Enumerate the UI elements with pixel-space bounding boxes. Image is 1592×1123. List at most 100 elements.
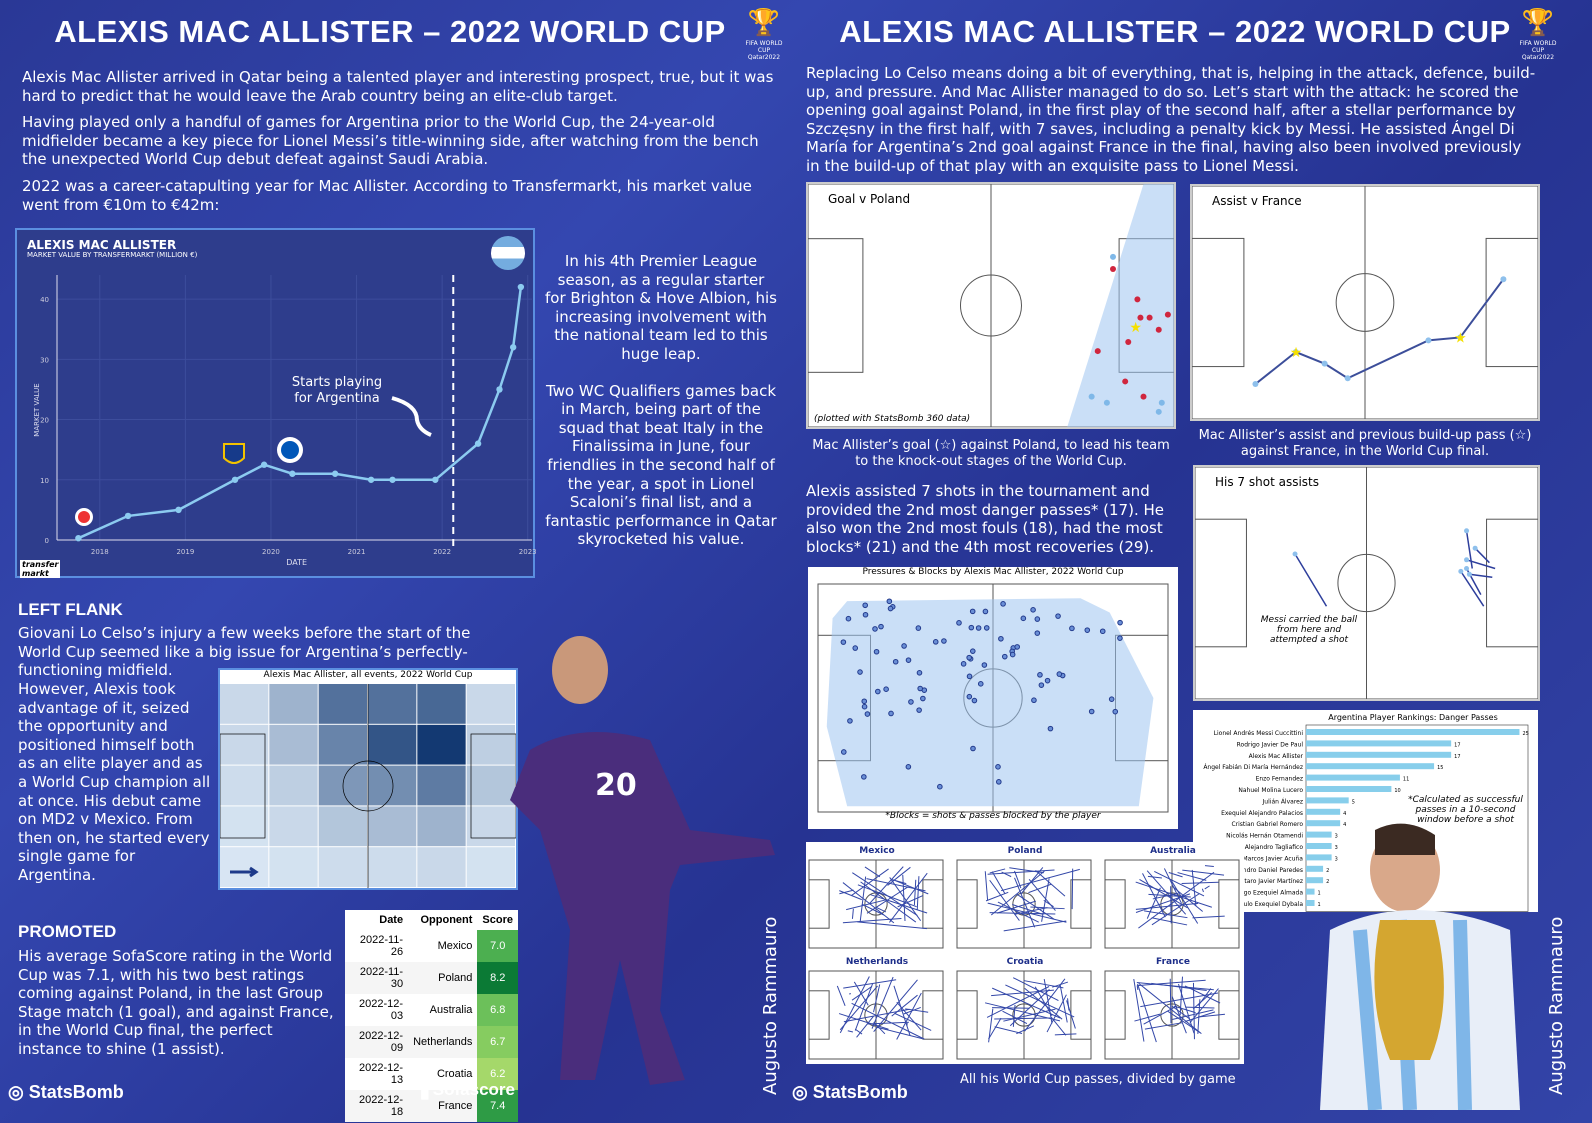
pass-arrow — [866, 886, 909, 914]
heatmap-title: Alexis Mac Allister, all events, 2022 Wo… — [263, 670, 473, 680]
heatmap-cell — [466, 847, 515, 887]
pitch-line — [219, 733, 266, 839]
pressure-dot — [1001, 653, 1008, 660]
pass-arrow — [843, 979, 897, 989]
pass-arrow — [868, 866, 904, 905]
teammate-dot — [1164, 311, 1171, 318]
shot-assist-arrow — [1465, 530, 1473, 569]
bar-label: Paulo Exequiel Dybala — [1237, 901, 1304, 908]
pass-arrow — [1192, 915, 1225, 919]
pressure-dot — [1009, 651, 1016, 658]
penalty-box — [922, 990, 944, 1040]
goal-caption: Mac Allister’s goal (☆) against Poland, … — [812, 438, 1170, 469]
heatmap-svg — [219, 684, 517, 888]
bar-label: Enzo Fernandez — [1256, 776, 1303, 783]
table-row: 2022-12-03 Australia 6.8 — [345, 994, 518, 1026]
annotation: Starts playing for Argentina — [292, 375, 382, 406]
pass-origin-dot — [1466, 571, 1472, 577]
bar — [1306, 888, 1315, 895]
pass-arrow — [895, 880, 929, 895]
y-tick-label: 40 — [40, 296, 49, 304]
pressure-dot — [977, 681, 984, 687]
table-cell: 6.7 — [477, 1026, 518, 1058]
heatmap-cell — [368, 765, 417, 806]
pass-arrow — [1148, 893, 1191, 898]
table-row: 2022-12-09 Netherlands 6.7 — [345, 1026, 518, 1058]
pass-arrow — [1152, 892, 1179, 900]
pressure-dot — [847, 718, 853, 724]
teammate-dot — [1137, 314, 1144, 321]
bar-label: Thiago Ezequiel Almada — [1230, 890, 1303, 897]
bar-value: 11 — [1403, 777, 1409, 783]
pass-origin-dot — [1464, 566, 1470, 571]
sofascore-logo: ▚ Sofascore — [415, 1080, 515, 1099]
pass-arrow — [913, 879, 917, 906]
pressure-dot — [857, 669, 863, 675]
pass-arrow — [1167, 1010, 1201, 1034]
heatmap-cell — [368, 684, 417, 724]
fifa-logo: 🏆 FIFA WORLD CUP Qatar2022 — [1519, 8, 1557, 61]
pass-arrow — [1142, 873, 1166, 918]
heatmap-cell — [318, 684, 367, 724]
pressure-dot — [982, 608, 989, 615]
pass-arrow — [1137, 983, 1157, 1043]
heatmap-cell — [269, 724, 318, 765]
pressure-dot — [852, 645, 859, 651]
bar — [1306, 786, 1392, 792]
pass-arrow — [1146, 887, 1161, 919]
pass-arrow — [1002, 1010, 1028, 1024]
table-cell: 2022-12-09 — [345, 1026, 409, 1058]
table-cell: Poland — [408, 962, 478, 994]
heatmap-cell — [220, 724, 269, 765]
penalty-box — [1194, 518, 1247, 648]
table-cell: Australia — [429, 1004, 473, 1016]
y-tick-label: 30 — [40, 356, 49, 364]
pressure-dot — [875, 688, 881, 695]
pressure-dot — [1031, 697, 1037, 704]
pass-arrow — [1003, 920, 1067, 932]
pressure-dot — [908, 699, 914, 705]
player-photo: 20 — [510, 636, 775, 1085]
pressure-dot — [916, 707, 922, 713]
pressure-dot — [1037, 672, 1043, 678]
pass-arrow — [1071, 868, 1074, 910]
shot-assist-arrow — [1469, 573, 1493, 578]
plot-note: Messi carried the ball from here and att… — [1260, 615, 1358, 645]
pressure-dot — [969, 608, 976, 615]
passmap-title: Australia — [1150, 846, 1196, 856]
bar-value: 3 — [1335, 845, 1338, 851]
pass-arrow — [1144, 1022, 1183, 1030]
trophy-photo — [1320, 823, 1520, 1110]
pass-arrow — [842, 882, 895, 924]
plot-title: Assist v France — [1212, 194, 1302, 208]
pressure-dot — [966, 654, 972, 661]
pressure-dot — [872, 626, 878, 632]
pass-arrow — [1139, 879, 1188, 909]
pass-arrow — [1151, 893, 1200, 926]
penalty-box — [1104, 990, 1126, 1040]
pass-arrow — [851, 1002, 925, 1040]
bar — [1306, 763, 1435, 770]
pressure-dot — [917, 685, 923, 692]
pass-arrow — [889, 872, 928, 923]
pressure-dot — [983, 625, 990, 631]
x-tick-label: 2021 — [348, 548, 366, 556]
left-flank-text-2: However, Alexis took advantage of it, se… — [18, 680, 211, 884]
pressure-dot — [845, 615, 852, 622]
boca-juniors-crest-icon — [223, 443, 245, 464]
event-dot — [1425, 337, 1432, 344]
event-dot — [1457, 334, 1464, 341]
assist-france-plot: ★ ★ Assist v France — [1190, 184, 1540, 421]
pressure-dot — [840, 639, 847, 645]
pass-arrow — [991, 989, 1054, 997]
pass-arrow — [991, 987, 1061, 1019]
pressure-dot — [941, 638, 947, 644]
bar-value: 1 — [1318, 902, 1321, 908]
bar-value: 17 — [1454, 742, 1460, 748]
pressure-dot — [862, 611, 869, 618]
pass-arrow — [1168, 871, 1183, 878]
pressure-dot — [905, 657, 912, 663]
pass-arrow — [1185, 1006, 1215, 1009]
coverage-area — [826, 598, 1154, 807]
bar-value: 3 — [1335, 856, 1338, 862]
